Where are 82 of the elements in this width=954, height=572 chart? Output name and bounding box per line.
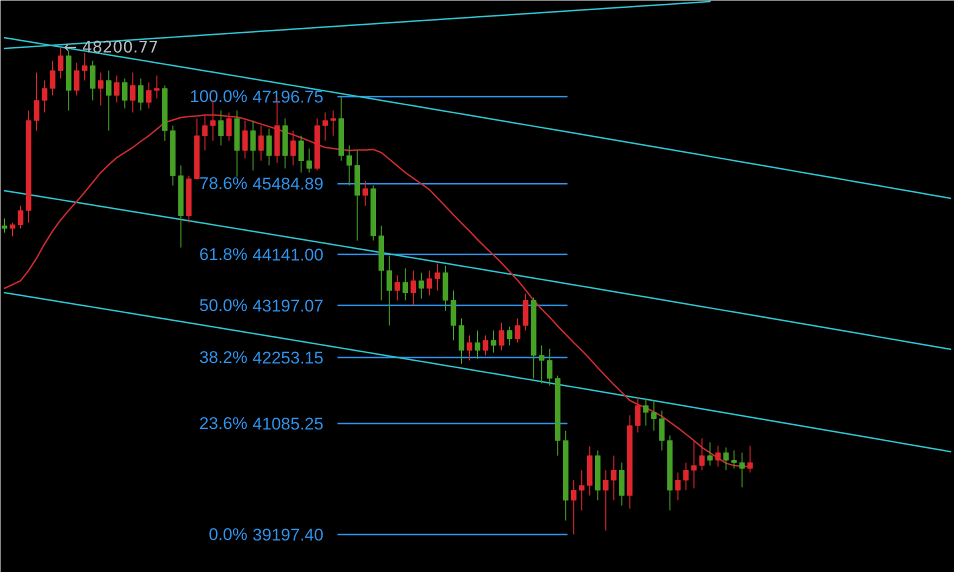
candlestick [546,348,552,386]
y-tick-label: 44141.00 [252,245,324,264]
candlestick [242,120,248,160]
annotation: 38.2% [199,348,248,367]
candlestick [643,398,649,426]
candlestick [362,180,368,206]
candlestick [130,72,136,113]
candlestick [18,205,24,229]
y-tick-label: 39197.40 [252,525,324,544]
candlestick [683,462,689,491]
annotation: 78.6% [199,174,248,194]
candlestick [747,445,753,474]
candlestick [106,70,112,132]
candlestick [739,452,745,488]
candlestick [42,80,48,113]
candlestick [426,270,432,296]
candlestick [402,268,408,301]
candlestick [154,75,160,99]
candlestick [707,442,713,466]
candlestick [34,72,40,132]
candlestick [226,112,232,142]
candlestick [466,334,472,361]
candlestick [218,110,224,146]
candlestick [306,148,312,174]
line-series [4,190,952,350]
candlestick [82,52,88,81]
candlestick [322,112,328,142]
line-series [4,292,952,452]
candlestick [10,222,16,237]
candlestick [330,110,336,136]
candlestick [266,128,272,166]
candlestick [418,272,424,300]
candlestick [258,125,264,162]
candlestick [635,397,641,433]
y-tick-label: 43197.07 [252,296,324,316]
candlestick [138,78,144,111]
candlestick [202,114,208,151]
candlestick [58,46,64,80]
candlestick [74,62,80,96]
candlestick [731,450,737,469]
annotation: 0.0% [208,524,248,544]
candlestick [98,72,104,106]
y-tick-label: 45484.89 [252,174,324,194]
candlestick [611,455,617,501]
candlestick [570,480,576,535]
candlestick [715,445,721,468]
annotation: 61.8% [199,244,248,264]
candlestick [2,218,8,234]
candlestick [298,135,304,174]
candlestick [394,274,400,301]
y-tick-label: 42253.15 [252,348,324,368]
annotation: 50.0% [199,296,248,315]
candlestick [90,60,96,101]
candlestick [603,470,609,532]
candlestick [506,326,512,346]
candlestick [346,144,352,186]
candlestick [474,330,480,360]
candlestick [651,400,657,432]
y-tick-label: 41085.25 [252,414,324,434]
candlestick [538,344,544,384]
candlestick [578,470,584,511]
candlestick [290,130,296,166]
candlestick [122,78,128,109]
candlestick [723,447,729,471]
annotation: 100.0% [190,87,248,106]
candlestick [482,334,488,356]
candlestick [498,322,504,351]
candlestick [514,318,520,344]
candlestick [250,120,256,172]
candlestick [675,472,681,501]
candlestick [699,438,705,471]
candlestick [114,75,120,103]
annotation: 23.6% [199,414,248,434]
candlestick [50,60,56,96]
candlestick [434,263,440,292]
candlestick [386,255,392,326]
candlestick [146,82,152,109]
y-tick-label: 47196.75 [252,88,324,107]
candlestick [659,410,665,451]
candlestick [691,440,697,489]
candlestick [410,270,416,306]
candlestick [490,330,496,354]
